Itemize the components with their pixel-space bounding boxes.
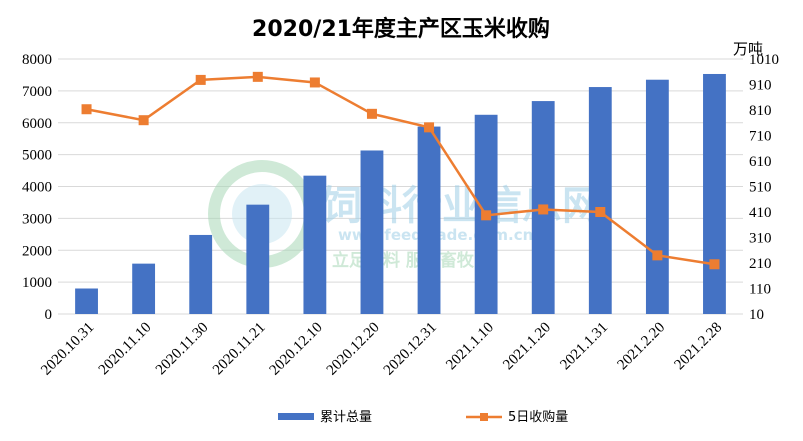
line-point	[366, 108, 377, 119]
right-tick-label: 110	[749, 282, 771, 298]
x-tick-label: 2020.12.31	[381, 320, 440, 379]
left-tick-label: 3000	[22, 211, 52, 227]
x-tick-label: 2020.12.10	[267, 320, 326, 379]
left-tick-label: 2000	[22, 243, 52, 259]
right-tick-label: 510	[749, 180, 772, 196]
x-tick-label: 2020.12.20	[324, 320, 383, 379]
x-tick-label: 2020.11.10	[96, 320, 155, 379]
right-tick-label: 710	[749, 129, 772, 145]
left-tick-label: 8000	[22, 52, 52, 68]
bar	[417, 126, 441, 314]
bar	[703, 73, 726, 314]
line-point	[252, 71, 263, 82]
bar	[75, 288, 98, 314]
left-tick-label: 0	[45, 307, 53, 323]
right-tick-label: 910	[749, 78, 772, 94]
legend: 累计总量 5日收购量	[278, 409, 568, 425]
left-tick-label: 1000	[22, 275, 52, 291]
x-tick-label: 2021.2.20	[614, 320, 668, 374]
x-tick-label: 2021.1.20	[500, 320, 554, 374]
left-tick-label: 7000	[22, 84, 52, 100]
gridlines	[58, 58, 743, 315]
x-tick-label: 2020.10.31	[38, 320, 97, 379]
x-tick-label: 2021.1.31	[557, 320, 611, 374]
left-tick-label: 4000	[22, 180, 52, 196]
line-point	[309, 77, 320, 88]
legend-swatch-marker	[480, 413, 488, 421]
line-point	[595, 207, 606, 217]
left-axis-ticks: 0 1000 2000 3000 4000 5000 6000 7000 8000	[22, 52, 52, 323]
x-tick-label: 2021.2.28	[672, 320, 726, 374]
line-point	[195, 74, 206, 85]
chart-title: 2020/21年度主产区玉米收购	[252, 16, 550, 42]
line-point	[424, 122, 435, 133]
legend-label-line: 5日收购量	[508, 409, 568, 425]
line-point	[138, 115, 149, 126]
right-tick-label: 410	[749, 205, 772, 221]
legend-label-bar: 累计总量	[320, 410, 372, 425]
right-tick-label: 1010	[749, 52, 779, 68]
right-tick-label: 10	[749, 307, 764, 323]
x-tick-label: 2021.1.10	[443, 320, 497, 374]
x-axis-ticks: 2020.10.312020.11.102020.11.302020.11.21…	[38, 320, 725, 379]
line-point	[709, 259, 720, 270]
right-tick-label: 810	[749, 103, 772, 119]
line-point	[481, 210, 492, 221]
line-series	[81, 71, 720, 270]
right-axis-unit: 万吨	[733, 40, 763, 58]
right-axis-ticks: 10 110 210 310 410 510 610 710 810 910 1010	[749, 52, 779, 323]
x-tick-label: 2020.11.30	[153, 320, 212, 379]
left-tick-label: 6000	[22, 116, 52, 132]
line-point	[81, 104, 92, 115]
x-tick-label: 2020.11.21	[210, 320, 269, 379]
bar	[645, 79, 669, 314]
bar	[588, 87, 612, 314]
right-tick-label: 210	[749, 256, 772, 272]
bar	[303, 175, 327, 314]
bar	[189, 234, 213, 314]
line-path	[86, 75, 715, 266]
bar	[360, 150, 384, 314]
bar	[246, 204, 270, 314]
legend-swatch-bar	[278, 413, 314, 420]
line-point	[652, 250, 663, 261]
bar	[132, 263, 156, 314]
line-point	[538, 204, 549, 215]
left-tick-label: 5000	[22, 148, 52, 164]
right-tick-label: 610	[749, 154, 772, 170]
right-tick-label: 310	[749, 231, 772, 247]
watermark-slogan: 立足饲料 服务畜牧	[332, 250, 475, 271]
